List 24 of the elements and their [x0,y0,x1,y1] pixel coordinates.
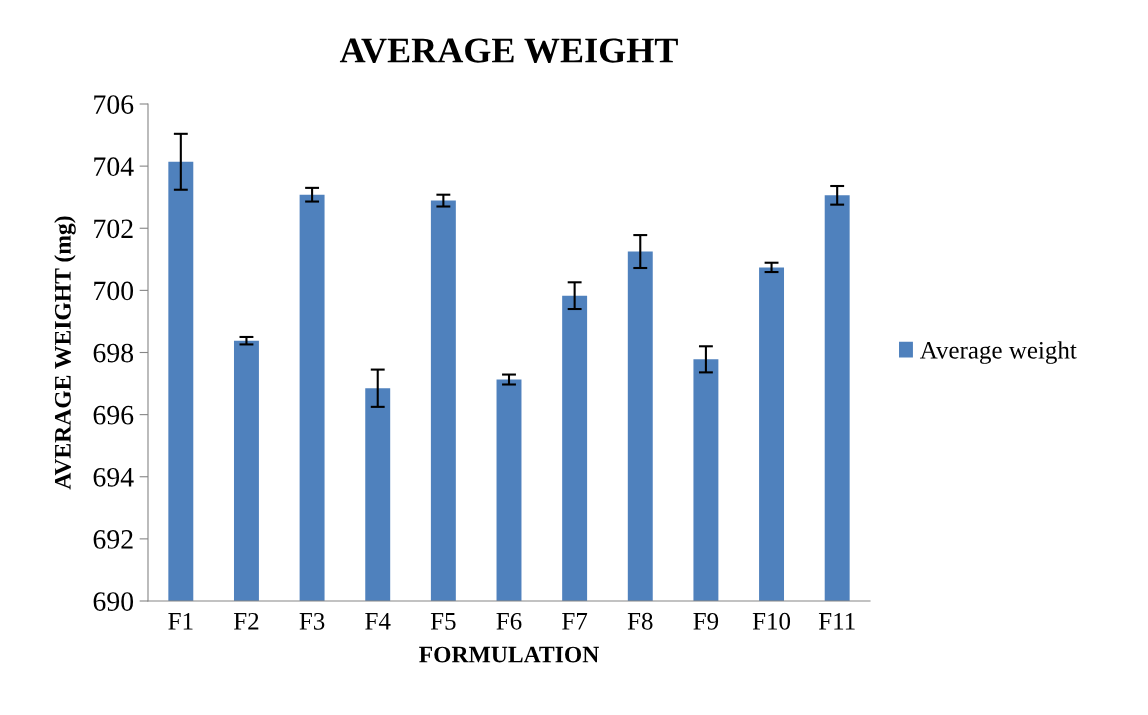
legend-label: Average weight [919,341,1077,364]
x-tick-label: F2 [233,612,259,630]
x-tick-label: F1 [168,612,193,630]
x-tick-label: F7 [562,613,588,630]
y-tick-label: 694 [93,467,134,487]
y-tick-label: 692 [93,530,133,549]
x-axis-title: FORMULATION [419,646,599,663]
y-tick-label: 704 [94,157,134,177]
y-tick-label: 696 [93,405,134,425]
y-tick-label: 700 [94,281,134,301]
y-tick-label: 698 [93,343,134,363]
x-tick-label: F5 [430,613,456,630]
x-tick-label: F11 [818,612,855,630]
x-tick-label: F10 [752,612,791,630]
x-tick-label: F4 [365,613,391,630]
x-tick-label: F8 [627,612,653,630]
y-tick-label: 702 [94,219,133,239]
x-tick-label: F9 [693,612,719,630]
y-tick-label: 690 [93,592,134,611]
x-tick-label: F6 [496,612,522,630]
y-axis-title: AVERAGE WEIGHT (mg) [54,216,76,490]
chart-title: AVERAGE WEIGHT [339,38,678,63]
x-tick-label: F3 [299,612,325,630]
y-tick-label: 706 [94,95,134,114]
